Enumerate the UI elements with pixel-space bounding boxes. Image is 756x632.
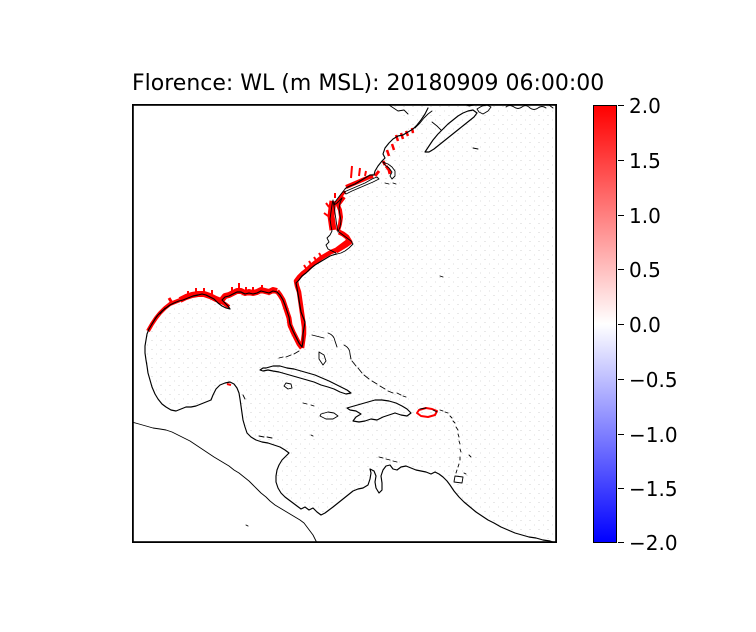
colorbar-tick-label: 1.0 bbox=[629, 203, 661, 228]
colorbar-tick-line bbox=[618, 214, 624, 216]
colorbar-tick-line bbox=[618, 378, 624, 380]
colorbar-tick-label: 0.0 bbox=[629, 313, 661, 337]
colorbar-tick-line bbox=[618, 433, 624, 435]
colorbar-tick-label: 2.0 bbox=[629, 94, 661, 118]
map-frame bbox=[132, 104, 557, 543]
map-plot bbox=[132, 104, 557, 543]
colorbar-tick-line bbox=[618, 488, 624, 490]
colorbar-tick-line bbox=[618, 159, 624, 161]
ocean-stipple bbox=[144, 104, 557, 543]
colorbar-tick-label: 0.5 bbox=[629, 258, 661, 283]
coastline-layer bbox=[132, 104, 557, 543]
colorbar-gradient bbox=[593, 105, 617, 543]
colorbar-tick-label: −1.0 bbox=[629, 422, 678, 447]
colorbar-tick-line bbox=[618, 324, 624, 325]
colorbar-tick-label: −1.5 bbox=[629, 477, 678, 502]
colorbar-tick-line bbox=[618, 269, 624, 271]
colorbar-ticks: 2.0 1.5 1.0 0.5 0.0 −0.5 −1.0 −1.5 −2.0 bbox=[617, 96, 697, 553]
colorbar-tick-label: 1.5 bbox=[629, 148, 661, 173]
colorbar-tick-line bbox=[618, 542, 624, 543]
colorbar-tick-label: −0.5 bbox=[629, 367, 678, 392]
colorbar-tick-line bbox=[618, 105, 624, 106]
colorbar-tick-label: −2.0 bbox=[629, 531, 678, 555]
figure-title: Florence: WL (m MSL): 20180909 06:00:00 bbox=[132, 71, 605, 96]
